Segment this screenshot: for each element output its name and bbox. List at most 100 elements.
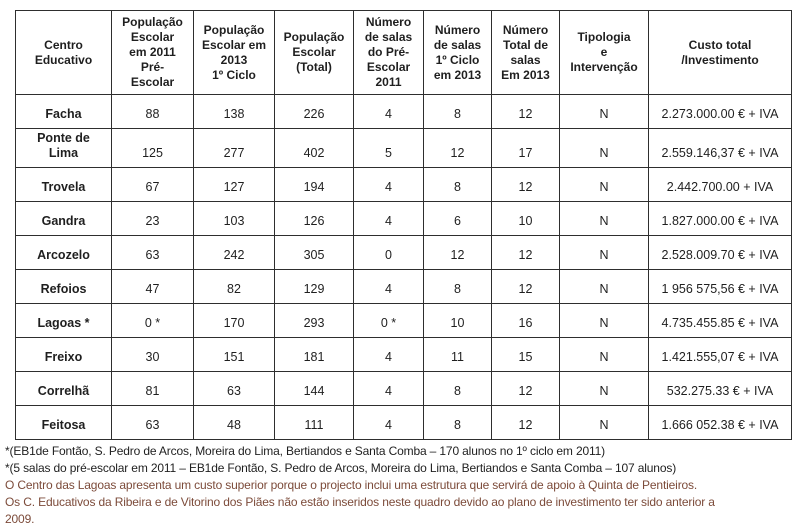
tipologia-cell: N [559, 235, 649, 270]
footnote-line: O Centro das Lagoas apresenta um custo s… [5, 478, 698, 492]
tipologia-cell: N [559, 303, 649, 338]
tipologia-cell: N [559, 269, 649, 304]
pop-escolar-2011-pre-cell: 67 [111, 167, 194, 202]
num-salas-ciclo-2013-cell: 10 [423, 303, 492, 338]
pop-escolar-2013-ciclo-cell: 277 [193, 128, 275, 168]
num-total-salas-2013-cell: 12 [491, 235, 560, 270]
num-salas-ciclo-2013-cell: 8 [423, 269, 492, 304]
centre-name-cell: Correlhã [15, 371, 112, 406]
tipologia-cell: N [559, 94, 649, 129]
pop-escolar-total-cell: 111 [274, 405, 354, 440]
custo-investimento-cell: 2.559.146,37 € + IVA [648, 128, 792, 168]
centre-name-cell: Trovela [15, 167, 112, 202]
table-body: Facha 88 138 226 4 8 12 N 2.273.000.00 €… [15, 94, 792, 440]
num-total-salas-2013-cell: 10 [491, 201, 560, 236]
pop-escolar-total-cell: 305 [274, 235, 354, 270]
centre-name-cell: Feitosa [15, 405, 112, 440]
pop-escolar-2011-pre-cell: 63 [111, 405, 194, 440]
tipologia-cell: N [559, 128, 649, 168]
table-row: Facha 88 138 226 4 8 12 N 2.273.000.00 €… [15, 94, 792, 129]
table-row: Arcozelo 63 242 305 0 12 12 N 2.528.009.… [15, 235, 792, 270]
centre-name-cell: Gandra [15, 201, 112, 236]
num-salas-pre-2011-cell: 5 [353, 128, 424, 168]
custo-investimento-cell: 4.735.455.85 € + IVA [648, 303, 792, 338]
num-total-salas-2013-cell: 12 [491, 94, 560, 129]
pop-escolar-total-cell: 194 [274, 167, 354, 202]
custo-investimento-cell: 1.421.555,07 € + IVA [648, 337, 792, 372]
header-tipologia-intervencao: Tipologia e Intervenção [559, 10, 649, 95]
header-num-salas-pre-2011: Número de salas do Pré- Escolar 2011 [353, 10, 424, 95]
num-salas-ciclo-2013-cell: 6 [423, 201, 492, 236]
footnote-line: *(5 salas do pré-escolar em 2011 – EB1de… [5, 461, 677, 475]
pop-escolar-2013-ciclo-cell: 138 [193, 94, 275, 129]
pop-escolar-total-cell: 144 [274, 371, 354, 406]
pop-escolar-2013-ciclo-cell: 242 [193, 235, 275, 270]
custo-investimento-cell: 1.827.000.00 € + IVA [648, 201, 792, 236]
pop-escolar-total-cell: 181 [274, 337, 354, 372]
table-row: Ponte de Lima 125 277 402 5 12 17 N 2.55… [15, 128, 792, 168]
header-num-total-salas-2013: Número Total de salas Em 2013 [491, 10, 560, 95]
pop-escolar-2011-pre-cell: 63 [111, 235, 194, 270]
num-total-salas-2013-cell: 12 [491, 405, 560, 440]
pop-escolar-total-cell: 129 [274, 269, 354, 304]
num-total-salas-2013-cell: 16 [491, 303, 560, 338]
pop-escolar-2013-ciclo-cell: 151 [193, 337, 275, 372]
pop-escolar-total-cell: 126 [274, 201, 354, 236]
footnote-line: Os C. Educativos da Ribeira e de Vitorin… [5, 495, 715, 523]
pop-escolar-2013-ciclo-cell: 127 [193, 167, 275, 202]
pop-escolar-2011-pre-cell: 47 [111, 269, 194, 304]
tipologia-cell: N [559, 371, 649, 406]
pop-escolar-2013-ciclo-cell: 63 [193, 371, 275, 406]
pop-escolar-2011-pre-cell: 88 [111, 94, 194, 129]
pop-escolar-2013-ciclo-cell: 48 [193, 405, 275, 440]
header-pop-escolar-total: População Escolar (Total) [274, 10, 354, 95]
header-pop-escolar-2013-ciclo: População Escolar em 2013 1º Ciclo [193, 10, 275, 95]
pop-escolar-2011-pre-cell: 30 [111, 337, 194, 372]
num-salas-pre-2011-cell: 0 * [353, 303, 424, 338]
table-row: Lagoas * 0 * 170 293 0 * 10 16 N 4.735.4… [15, 303, 792, 338]
table-row: Freixo 30 151 181 4 11 15 N 1.421.555,07… [15, 337, 792, 372]
centre-name-cell: Freixo [15, 337, 112, 372]
pop-escolar-2013-ciclo-cell: 82 [193, 269, 275, 304]
pop-escolar-2013-ciclo-cell: 170 [193, 303, 275, 338]
num-salas-ciclo-2013-cell: 8 [423, 371, 492, 406]
pop-escolar-2011-pre-cell: 125 [111, 128, 194, 168]
num-total-salas-2013-cell: 15 [491, 337, 560, 372]
custo-investimento-cell: 532.275.33 € + IVA [648, 371, 792, 406]
pop-escolar-2011-pre-cell: 23 [111, 201, 194, 236]
header-custo-investimento: Custo total /Investimento [648, 10, 792, 95]
custo-investimento-cell: 2.273.000.00 € + IVA [648, 94, 792, 129]
header-num-salas-ciclo-2013: Número de salas 1º Ciclo em 2013 [423, 10, 492, 95]
num-salas-ciclo-2013-cell: 12 [423, 128, 492, 168]
header-centro-educativo: Centro Educativo [15, 10, 112, 95]
num-salas-pre-2011-cell: 4 [353, 405, 424, 440]
num-salas-ciclo-2013-cell: 11 [423, 337, 492, 372]
header-pop-escolar-2011-pre: População Escolar em 2011 Pré- Escolar [111, 10, 194, 95]
num-salas-pre-2011-cell: 4 [353, 269, 424, 304]
num-salas-ciclo-2013-cell: 12 [423, 235, 492, 270]
table-row: Refoios 47 82 129 4 8 12 N 1 956 575,56 … [15, 269, 792, 304]
table-row: Gandra 23 103 126 4 6 10 N 1.827.000.00 … [15, 201, 792, 236]
footnote-line: *(EB1de Fontão, S. Pedro de Arcos, Morei… [5, 444, 606, 458]
pop-escolar-total-cell: 293 [274, 303, 354, 338]
pop-escolar-total-cell: 226 [274, 94, 354, 129]
num-total-salas-2013-cell: 12 [491, 371, 560, 406]
tipologia-cell: N [559, 201, 649, 236]
table-row: Trovela 67 127 194 4 8 12 N 2.442.700.00… [15, 167, 792, 202]
num-salas-ciclo-2013-cell: 8 [423, 167, 492, 202]
pop-escolar-2011-pre-cell: 0 * [111, 303, 194, 338]
pop-escolar-total-cell: 402 [274, 128, 354, 168]
centre-name-cell: Lagoas * [15, 303, 112, 338]
table-row: Feitosa 63 48 111 4 8 12 N 1.666 052.38 … [15, 405, 792, 440]
centre-name-cell: Arcozelo [15, 235, 112, 270]
num-salas-pre-2011-cell: 4 [353, 167, 424, 202]
custo-investimento-cell: 1.666 052.38 € + IVA [648, 405, 792, 440]
centre-name-cell: Facha [15, 94, 112, 129]
tipologia-cell: N [559, 405, 649, 440]
education-centers-table: Centro Educativo População Escolar em 20… [15, 10, 792, 440]
num-salas-pre-2011-cell: 4 [353, 371, 424, 406]
num-salas-pre-2011-cell: 4 [353, 337, 424, 372]
pop-escolar-2011-pre-cell: 81 [111, 371, 194, 406]
num-salas-ciclo-2013-cell: 8 [423, 405, 492, 440]
tipologia-cell: N [559, 167, 649, 202]
